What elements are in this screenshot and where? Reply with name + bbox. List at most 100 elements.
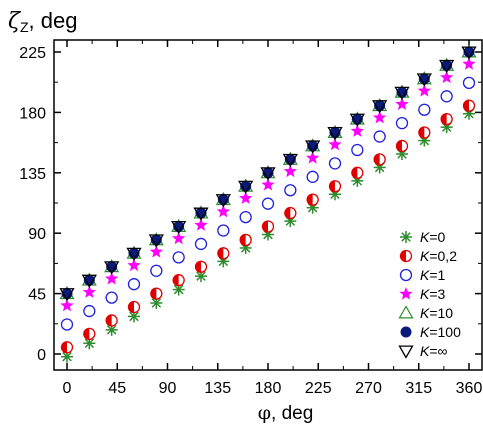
data-point: [150, 296, 163, 309]
plot-frame: [53, 39, 483, 371]
legend-label: K=0,2: [420, 248, 457, 264]
y-axis-unit: , deg: [28, 8, 78, 33]
x-tick-label: 360: [456, 380, 483, 397]
x-tick-label: 45: [108, 380, 126, 397]
y-axis-label: ζZ, deg: [8, 8, 77, 35]
data-point: [439, 59, 455, 74]
data-point: [150, 287, 163, 300]
x-tick-label: 180: [255, 380, 282, 397]
data-point: [440, 90, 453, 103]
y-tick-label: 45: [28, 287, 46, 304]
data-point: [83, 304, 96, 318]
data-point: [261, 197, 275, 210]
data-point: [83, 327, 96, 341]
data-point: [372, 100, 388, 114]
x-tick-label: 90: [159, 380, 177, 397]
series-K=3: [60, 57, 476, 312]
data-point: [172, 274, 185, 287]
y-tick-label: 0: [37, 347, 46, 364]
data-point: [105, 323, 118, 336]
series-K=1: [60, 76, 476, 331]
x-tick-label: 135: [204, 380, 231, 397]
data-point: [216, 204, 230, 218]
legend-label: K=∞: [420, 343, 448, 359]
x-tick-label: 315: [405, 380, 432, 397]
data-point: [417, 83, 431, 97]
x-tick-label: 270: [355, 380, 382, 397]
data-point: [239, 233, 252, 247]
series-K=∞: [59, 46, 477, 302]
data-point: [127, 258, 141, 272]
data-point: [217, 247, 230, 260]
data-point: [82, 285, 96, 298]
x-tick-label: 0: [63, 380, 72, 397]
legend-label: K=3: [420, 286, 446, 302]
legend-label: K=10: [420, 305, 453, 321]
data-point: [238, 180, 254, 195]
data-point: [395, 97, 409, 111]
data-point: [306, 193, 319, 206]
data-point: [328, 180, 342, 193]
legend-marker: [399, 287, 413, 300]
data-point: [395, 116, 409, 130]
data-point: [440, 70, 454, 84]
data-point: [284, 184, 297, 197]
y-axis-subscript: Z: [19, 19, 29, 35]
data-point: [193, 207, 209, 221]
data-point: [217, 224, 230, 237]
data-point: [395, 139, 409, 153]
data-point: [373, 153, 386, 166]
data-point: [127, 278, 141, 291]
data-point: [306, 151, 320, 164]
data-point: [171, 220, 187, 235]
data-point: [127, 300, 141, 314]
x-axis-unit: , deg: [271, 403, 314, 424]
legend-marker: [400, 326, 412, 338]
data-point: [59, 288, 75, 302]
data-point: [282, 153, 298, 168]
legend-label: K=100: [420, 324, 461, 340]
data-point: [351, 166, 364, 179]
data-point: [105, 314, 118, 327]
data-point: [260, 167, 276, 181]
data-point: [148, 234, 164, 248]
series-K=0: [61, 107, 475, 363]
data-point: [349, 113, 365, 127]
data-point: [462, 76, 476, 90]
data-point: [104, 261, 120, 275]
data-point: [306, 170, 319, 183]
data-point: [172, 231, 186, 245]
x-axis-label: φ, deg: [0, 402, 483, 425]
data-point: [60, 341, 74, 354]
data-point: [283, 164, 297, 178]
data-point: [462, 57, 476, 70]
data-point: [373, 130, 386, 143]
data-point: [150, 264, 163, 277]
data-point: [194, 260, 208, 273]
x-tick-label: 225: [305, 380, 332, 397]
y-tick-label: 90: [28, 226, 46, 243]
legend-label: K=0: [420, 229, 446, 245]
y-axis-symbol: ζ: [8, 9, 20, 34]
data-point: [60, 318, 74, 331]
data-point: [194, 237, 208, 251]
legend-marker: [400, 231, 412, 243]
legend-marker: [398, 305, 414, 319]
data-point: [418, 126, 431, 139]
series-K=0,2: [60, 99, 476, 354]
data-point: [440, 112, 453, 126]
y-tick-label: 135: [19, 166, 46, 183]
data-point: [462, 99, 476, 112]
data-point: [215, 194, 231, 208]
data-point: [239, 210, 252, 224]
data-point: [105, 271, 119, 285]
data-point: [328, 137, 342, 151]
data-point: [261, 220, 275, 233]
data-point: [328, 157, 342, 170]
data-point: [126, 247, 142, 262]
data-point: [149, 244, 163, 258]
data-point: [373, 110, 387, 124]
data-point: [351, 143, 364, 157]
data-point: [418, 103, 431, 116]
